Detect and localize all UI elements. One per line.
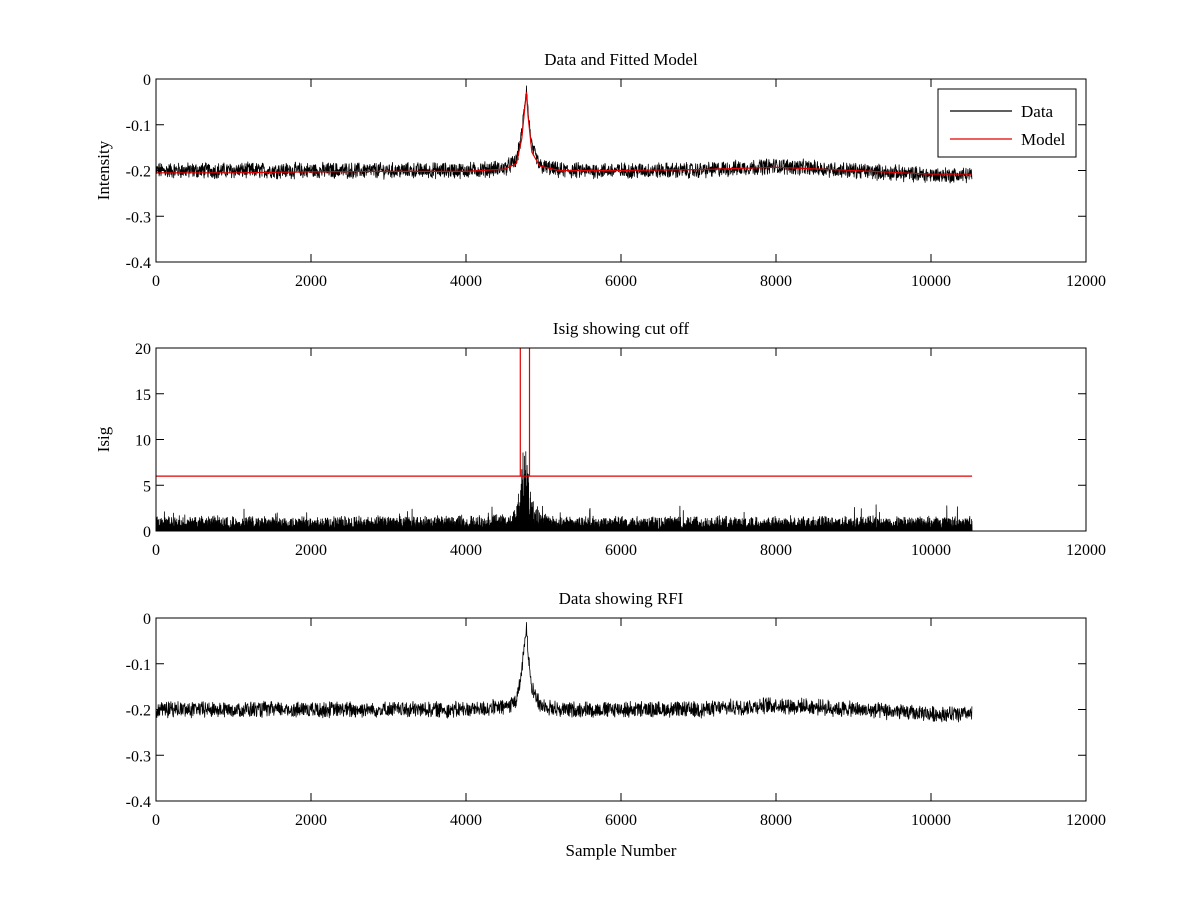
x-tick-label: 6000 — [605, 542, 637, 559]
y-tick-label: 15 — [135, 387, 151, 404]
subplots: 0 2000 4000 6000 8000 10000 12000-0.4-0.3-0.2-… — [94, 50, 1106, 860]
x-tick-label: 2000 — [295, 273, 327, 290]
x-tick-label: 10000 — [911, 273, 951, 290]
series-line-1 — [156, 622, 973, 723]
y-tick-label: 0 — [143, 524, 151, 541]
x-tick-label: 2000 — [295, 812, 327, 829]
legend: Data Model — [937, 88, 1077, 158]
y-tick-label: -0.3 — [126, 209, 151, 226]
y-tick-label: 10 — [135, 433, 151, 450]
y-tick-label: 5 — [143, 478, 151, 495]
y-tick-label: 20 — [135, 341, 151, 358]
x-axis-label: Sample Number — [566, 841, 677, 860]
x-tick-label: 8000 — [760, 542, 792, 559]
x-tick-label: 0 — [152, 273, 160, 290]
plot-area — [156, 348, 973, 531]
series-line-1 — [156, 85, 973, 184]
plot-area — [156, 622, 973, 723]
x-tick-label: 12000 — [1066, 273, 1106, 290]
x-tick-label: 0 — [152, 812, 160, 829]
plot-area — [156, 85, 973, 184]
x-tick-label: 4000 — [450, 812, 482, 829]
y-tick-label: -0.1 — [126, 657, 151, 674]
y-axis-label: Isig — [94, 426, 113, 452]
x-tick-label: 12000 — [1066, 542, 1106, 559]
chart-title: Isig showing cut off — [553, 319, 689, 338]
y-tick-label: -0.2 — [126, 703, 151, 720]
series-line-2 — [156, 92, 973, 175]
chart-title: Data and Fitted Model — [544, 50, 698, 69]
x-tick-label: 12000 — [1066, 812, 1106, 829]
x-tick-label: 10000 — [911, 542, 951, 559]
x-tick-label: 4000 — [450, 542, 482, 559]
y-tick-label: -0.4 — [126, 794, 151, 811]
x-tick-label: 2000 — [295, 542, 327, 559]
y-tick-label: 0 — [143, 72, 151, 89]
series-line-2 — [156, 348, 973, 477]
x-tick-label: 10000 — [911, 812, 951, 829]
x-tick-label: 6000 — [605, 273, 637, 290]
legend-entry: Model — [1021, 130, 1066, 149]
legend-entry: Data — [1021, 102, 1054, 121]
y-tick-label: -0.4 — [126, 255, 151, 272]
x-tick-label: 4000 — [450, 273, 482, 290]
x-tick-label: 0 — [152, 542, 160, 559]
y-tick-label: -0.2 — [126, 164, 151, 181]
x-tick-label: 6000 — [605, 812, 637, 829]
y-tick-label: 0 — [143, 611, 151, 628]
subplot-3: 0 2000 4000 6000 8000 10000 12000 -0.4 -0.3 -0.2 -… — [126, 589, 1106, 860]
subplot-2: 0 2000 4000 6000 8000 10000 12000 0 5 10 15 20 Isig … — [94, 319, 1106, 559]
subplot-1: 0 2000 4000 6000 8000 10000 12000 -0.4 -0.3 -0.2 -… — [94, 50, 1106, 290]
legend-box — [937, 88, 1077, 158]
y-tick-label: -0.1 — [126, 118, 151, 135]
x-tick-label: 8000 — [760, 812, 792, 829]
y-tick-label: -0.3 — [126, 748, 151, 765]
y-axis-label: Intensity — [94, 140, 113, 200]
chart-title: Data showing RFI — [559, 589, 684, 608]
series-line-1 — [156, 451, 973, 531]
x-tick-label: 8000 — [760, 273, 792, 290]
